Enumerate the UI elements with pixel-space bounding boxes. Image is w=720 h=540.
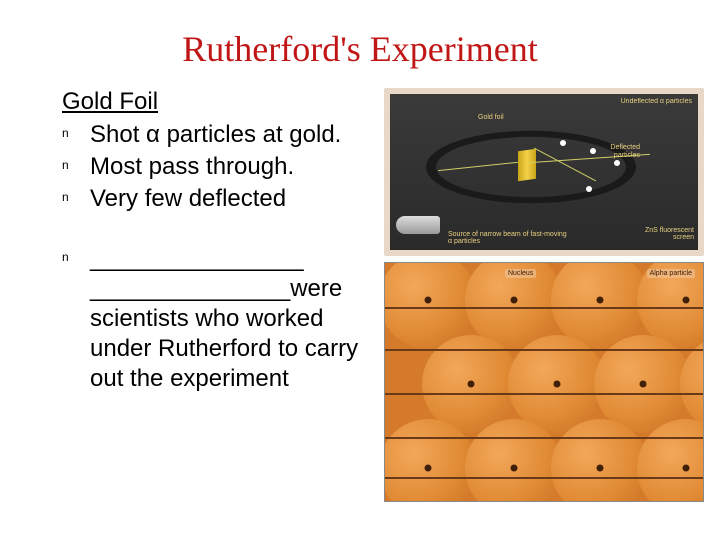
bullet-item: Shot α particles at gold. <box>62 120 372 150</box>
alpha-track <box>385 477 703 479</box>
label-screen: ZnS fluorescent screen <box>628 227 694 242</box>
nucleus-dot <box>597 465 604 472</box>
bullet-item: Most pass through. <box>62 152 372 182</box>
bullet-list-2: ________________ _______________were sci… <box>62 244 372 394</box>
nucleus-dot <box>425 297 432 304</box>
particle-dot <box>586 186 592 192</box>
alpha-track <box>385 307 703 309</box>
label-source: Source of narrow beam of fast-moving α p… <box>448 231 568 246</box>
content-row: Gold Foil Shot α particles at gold. Most… <box>0 88 720 502</box>
bullet-list: Shot α particles at gold. Most pass thro… <box>62 120 372 214</box>
gold-foil <box>518 149 536 182</box>
page-title: Rutherford's Experiment <box>0 0 720 88</box>
nucleus-dot <box>683 297 690 304</box>
alpha-track <box>385 437 703 439</box>
label-alpha: Alpha particle <box>647 269 695 278</box>
blank-bullet: ________________ _______________were sci… <box>62 244 372 394</box>
nucleus-dot <box>425 465 432 472</box>
nucleus-dot <box>597 297 604 304</box>
alpha-source <box>396 216 440 234</box>
alpha-track <box>385 349 703 351</box>
label-undeflected: Undeflected α particles <box>621 98 692 106</box>
alpha-track <box>385 393 703 395</box>
subtitle: Gold Foil <box>62 88 372 116</box>
spacer <box>62 216 372 244</box>
label-nucleus: Nucleus <box>505 269 536 278</box>
label-gold-foil: Gold foil <box>478 114 504 122</box>
nucleus-dot <box>468 381 475 388</box>
atom-lattice-figure: Nucleus Alpha particle <box>384 262 704 502</box>
figure-column: Undeflected α particles Gold foil Deflec… <box>372 88 704 502</box>
nucleus-dot <box>683 465 690 472</box>
title-text: Rutherford's Experiment <box>182 29 537 69</box>
nucleus-dot <box>640 381 647 388</box>
particle-dot <box>560 140 566 146</box>
particle-dot <box>614 160 620 166</box>
nucleus-dot <box>511 297 518 304</box>
bullet-item: Very few deflected <box>62 184 372 214</box>
label-deflected: Deflected particles <box>590 144 640 159</box>
nucleus-dot <box>554 381 561 388</box>
apparatus-figure: Undeflected α particles Gold foil Deflec… <box>384 88 704 256</box>
nucleus-dot <box>511 465 518 472</box>
text-column: Gold Foil Shot α particles at gold. Most… <box>62 88 372 502</box>
